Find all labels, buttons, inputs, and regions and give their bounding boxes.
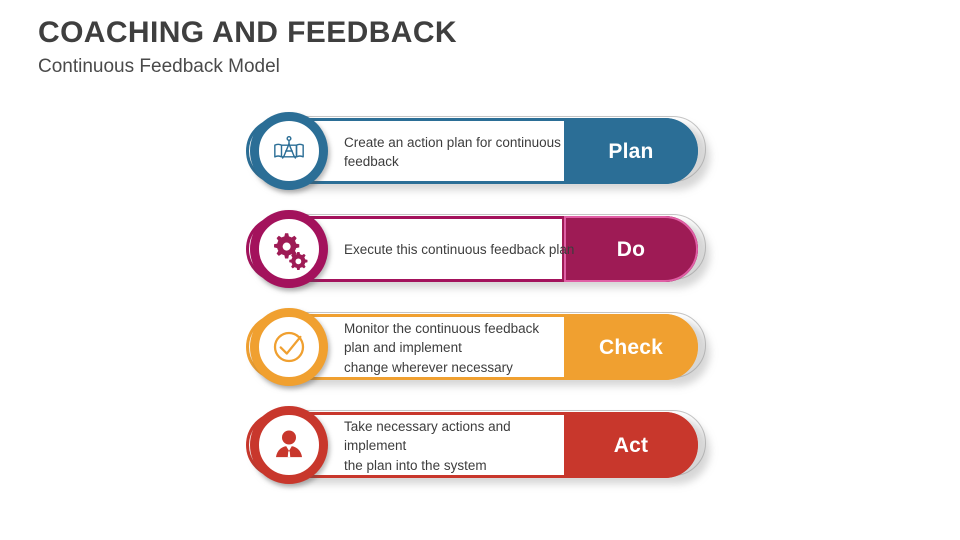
pill-body: Act	[246, 412, 698, 478]
step-cap-plan[interactable]: Plan	[564, 118, 698, 184]
step-icon-badge-act	[250, 406, 328, 484]
step-description: Take necessary actions and implement the…	[344, 419, 511, 473]
step-cap-do[interactable]: Do	[562, 216, 698, 282]
step-description: Create an action plan for continuous fee…	[344, 134, 561, 169]
check-circle-icon	[267, 325, 311, 369]
step-cap-check[interactable]: Check	[564, 314, 698, 380]
step-description: Monitor the continuous feedback plan and…	[344, 321, 540, 375]
gears-icon	[267, 227, 311, 271]
step-row-plan[interactable]: Plan Create an action plan for continuous…	[246, 112, 716, 192]
step-label: Plan	[608, 139, 654, 163]
step-description: Execute this continuous feedback plan	[344, 242, 575, 258]
pill-body: Do	[246, 216, 698, 282]
header: COACHING AND FEEDBACK Continuous Feedbac…	[38, 16, 738, 78]
page-subtitle: Continuous Feedback Model	[38, 56, 280, 77]
step-row-act[interactable]: Act Take necessary actions and implement …	[246, 406, 716, 486]
person-icon	[267, 423, 311, 467]
step-label: Check	[598, 335, 664, 359]
pdca-step-list: Plan Create an action plan for continuous…	[246, 112, 716, 504]
icon-ring	[250, 210, 328, 288]
step-icon-badge-do	[250, 210, 328, 288]
pill-body: Plan	[246, 118, 698, 184]
step-label: Act	[613, 433, 649, 457]
pill-body: Check	[246, 314, 698, 380]
step-icon-badge-check	[250, 308, 328, 386]
step-row-check[interactable]: Check Monitor the continuous feedback pla…	[246, 308, 716, 388]
compass-blueprint-icon	[267, 129, 311, 173]
step-cap-act[interactable]: Act	[564, 412, 698, 478]
step-label: Do	[616, 237, 646, 261]
step-row-do[interactable]: Do Execute this continuous feedback plan	[246, 210, 716, 290]
icon-ring	[250, 308, 328, 386]
step-icon-badge-plan	[250, 112, 328, 190]
page-title: COACHING AND FEEDBACK	[38, 16, 457, 49]
